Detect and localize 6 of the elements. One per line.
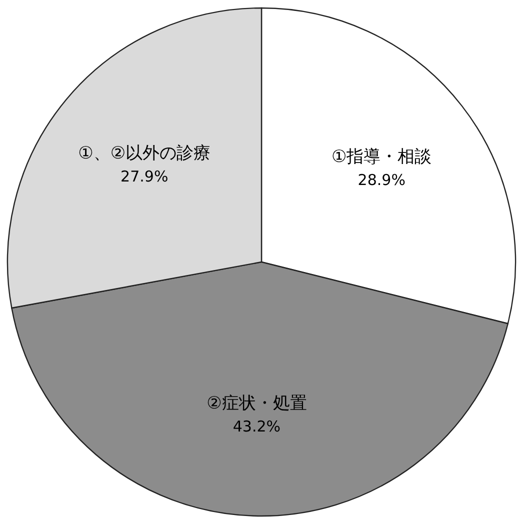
data-label: 28.9% (358, 171, 406, 190)
data-label: 27.9% (120, 167, 168, 186)
data-label: 43.2% (232, 417, 281, 436)
slice-label: ①指導・相談 (332, 147, 432, 168)
slice-label: ②症状・処置 (206, 393, 307, 414)
slice-label: ①、②以外の診療 (78, 143, 211, 164)
